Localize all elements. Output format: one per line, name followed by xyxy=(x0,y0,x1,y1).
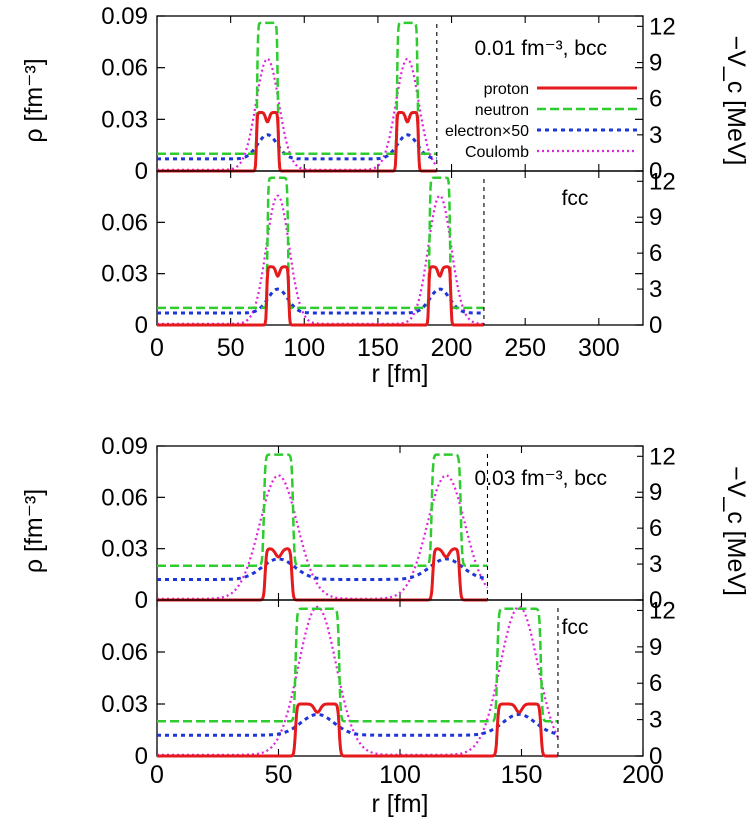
y2-tick-label: 0 xyxy=(649,743,662,770)
series-electron-line xyxy=(157,133,438,161)
x-tick-label: 100 xyxy=(283,334,325,362)
legend-label: proton xyxy=(484,81,529,98)
y-tick-label: 0.06 xyxy=(101,55,148,82)
x-tick-label: 300 xyxy=(578,334,620,362)
x-tick-label: 100 xyxy=(379,761,421,789)
series-electron-line xyxy=(157,287,484,315)
panel-label: fcc xyxy=(562,616,589,639)
y2-tick-label: 3 xyxy=(649,551,662,578)
y-tick-label: 0.06 xyxy=(101,209,148,236)
series-neutron-line xyxy=(157,176,484,310)
x-tick-label: 0 xyxy=(150,334,164,362)
y2-tick-label: 3 xyxy=(649,707,662,734)
x-tick-label: 150 xyxy=(501,761,543,789)
y2-tick-label: 12 xyxy=(649,168,676,195)
y2-axis-label: −V_c [MeV] xyxy=(722,466,750,596)
y-axis-label: ρ [fm⁻³] xyxy=(20,58,48,142)
series-electron-line xyxy=(157,557,488,581)
y2-tick-label: 9 xyxy=(649,479,662,506)
y-axis-label: ρ [fm⁻³] xyxy=(20,489,48,573)
y2-tick-label: 6 xyxy=(649,240,662,267)
y2-tick-label: 12 xyxy=(649,13,676,40)
x-axis-label: r [fm] xyxy=(372,790,429,818)
y2-tick-label: 12 xyxy=(649,443,676,470)
y2-tick-label: 6 xyxy=(649,86,662,113)
y-tick-label: 0 xyxy=(135,587,148,614)
y2-tick-label: 3 xyxy=(649,122,662,149)
y2-axis-label: −V_c [MeV] xyxy=(722,36,750,166)
y2-tick-label: 9 xyxy=(649,50,662,77)
x-tick-label: 50 xyxy=(265,761,293,789)
legend-label: neutron xyxy=(475,102,529,119)
y-tick-label: 0.09 xyxy=(101,433,148,460)
y2-tick-label: 0 xyxy=(649,312,662,339)
y-tick-label: 0.03 xyxy=(101,536,148,563)
y-tick-label: 0.06 xyxy=(101,484,148,511)
y-tick-label: 0 xyxy=(135,158,148,185)
x-tick-label: 200 xyxy=(431,334,473,362)
panel-label: fcc xyxy=(562,187,589,210)
y-tick-label: 0.03 xyxy=(101,691,148,718)
y2-tick-label: 6 xyxy=(649,670,662,697)
series-proton-line xyxy=(157,702,558,758)
legend-label: electron×50 xyxy=(445,123,529,140)
x-tick-label: 0 xyxy=(150,761,164,789)
y-tick-label: 0 xyxy=(135,743,148,770)
panel-label: 0.03 fm⁻³, bcc xyxy=(475,467,607,490)
x-tick-label: 50 xyxy=(217,334,245,362)
series-neutron-line xyxy=(157,21,437,156)
x-tick-label: 250 xyxy=(504,334,546,362)
series-electron-line xyxy=(157,712,559,737)
y2-tick-label: 0 xyxy=(649,158,662,185)
y2-tick-label: 9 xyxy=(649,634,662,661)
y-tick-label: 0 xyxy=(135,312,148,339)
y2-tick-label: 9 xyxy=(649,204,662,231)
x-axis-label: r [fm] xyxy=(372,360,429,388)
y-tick-label: 0.03 xyxy=(101,261,148,288)
y2-tick-label: 0 xyxy=(649,587,662,614)
y-tick-label: 0.09 xyxy=(101,3,148,30)
series-neutron-line xyxy=(157,453,488,568)
legend-label: Coulomb xyxy=(465,144,529,161)
series-proton-line xyxy=(157,265,484,327)
y-tick-label: 0.03 xyxy=(101,106,148,133)
y2-tick-label: 12 xyxy=(649,597,676,624)
series-coulomb-line xyxy=(157,194,484,325)
y-tick-label: 0.06 xyxy=(101,639,148,666)
x-tick-label: 200 xyxy=(622,761,664,789)
x-tick-label: 150 xyxy=(357,334,399,362)
y2-tick-label: 6 xyxy=(649,515,662,542)
series-neutron-line xyxy=(157,607,558,723)
panel-label: 0.01 fm⁻³, bcc xyxy=(475,37,607,60)
series-proton-line xyxy=(157,547,488,602)
y2-tick-label: 3 xyxy=(649,276,662,303)
